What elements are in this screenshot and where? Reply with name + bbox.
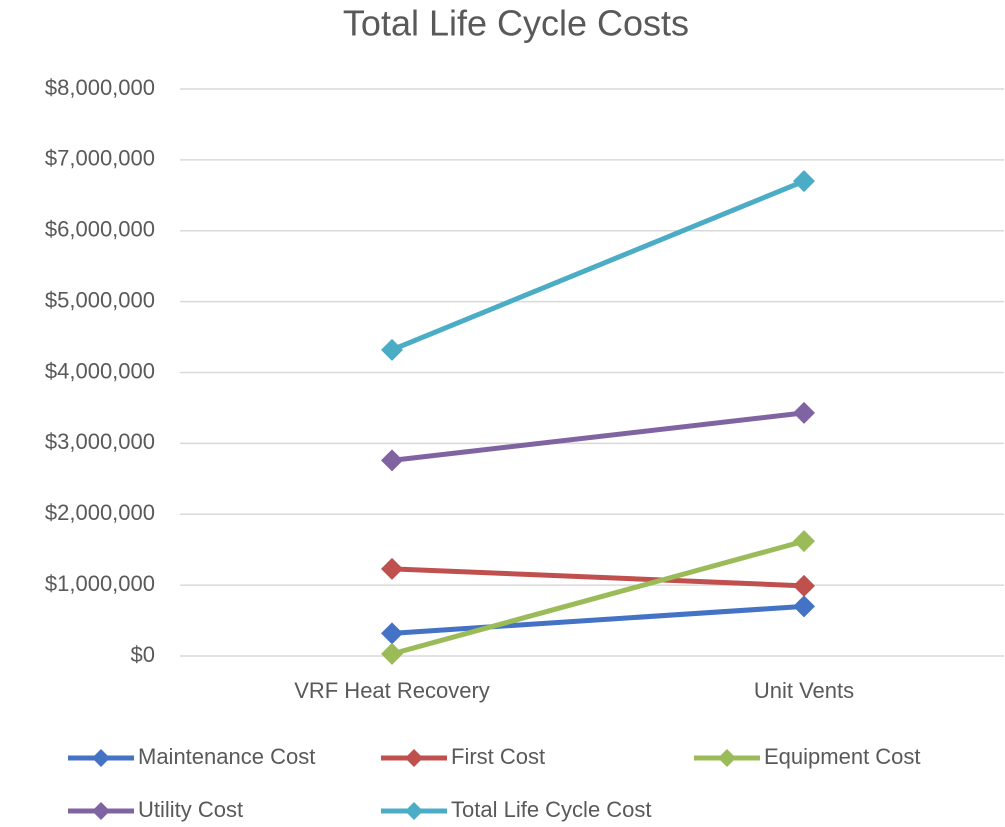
x-tick-label: Unit Vents — [754, 678, 854, 703]
series-line — [391, 603, 805, 636]
y-tick-label: $8,000,000 — [45, 75, 155, 100]
data-point — [793, 574, 815, 597]
data-point — [381, 622, 403, 645]
data-point — [381, 338, 403, 361]
y-tick-label: $3,000,000 — [45, 429, 155, 454]
data-point — [793, 530, 815, 553]
data-point — [381, 557, 403, 580]
series-line — [391, 566, 805, 589]
y-tick-label: $2,000,000 — [45, 500, 155, 525]
data-point — [381, 642, 403, 665]
legend-marker — [92, 802, 110, 820]
legend-label: Utility Cost — [138, 797, 243, 822]
x-tick-label: VRF Heat Recovery — [294, 678, 490, 703]
y-tick-label: $5,000,000 — [45, 287, 155, 312]
data-point — [381, 449, 403, 472]
data-point — [793, 170, 815, 193]
y-tick-label: $0 — [131, 642, 155, 667]
series-line — [391, 538, 805, 657]
legend-label: Total Life Cycle Cost — [451, 797, 652, 822]
y-tick-label: $6,000,000 — [45, 217, 155, 242]
data-point — [793, 401, 815, 424]
series-line — [391, 178, 805, 353]
legend-label: Equipment Cost — [764, 744, 921, 769]
legend-marker — [405, 802, 423, 820]
y-tick-label: $4,000,000 — [45, 358, 155, 383]
chart-title: Total Life Cycle Costs — [343, 3, 689, 44]
series-line — [391, 410, 805, 463]
legend-marker — [405, 749, 423, 767]
legend-marker — [92, 749, 110, 767]
legend-label: First Cost — [451, 744, 545, 769]
y-tick-label: $7,000,000 — [45, 146, 155, 171]
data-point — [793, 595, 815, 618]
legend-label: Maintenance Cost — [138, 744, 315, 769]
legend-marker — [718, 749, 736, 767]
y-tick-label: $1,000,000 — [45, 571, 155, 596]
